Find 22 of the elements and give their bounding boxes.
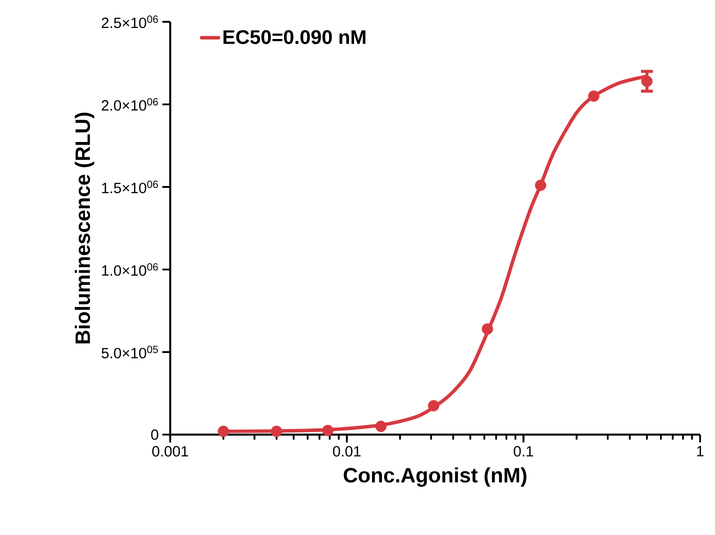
x-axis-title: Conc.Agonist (nM) <box>344 467 526 487</box>
point <box>641 76 653 88</box>
y-tick-label: 5.0×10$^{05}$ <box>102 346 158 358</box>
point <box>428 400 440 412</box>
point <box>322 424 334 436</box>
point <box>375 420 387 432</box>
x-tick-label: 0.1 <box>514 446 534 457</box>
point <box>218 426 230 438</box>
point <box>482 323 494 335</box>
y-tick-label: 1.5×10$^{06}$ <box>102 180 158 194</box>
x-tick-label: 1 <box>697 446 704 456</box>
y-axis-title: Bioluminescence (RLU) <box>74 112 94 344</box>
y-tick-label: 2.5×10$^{06}$ <box>102 16 158 28</box>
point <box>270 426 282 438</box>
y-tick-label: 0 <box>151 429 158 440</box>
x-tick-label: 0.01 <box>332 446 361 457</box>
y-tick-label: 2.0×10$^{06}$ <box>102 98 158 111</box>
point <box>588 90 600 102</box>
x-tick-label: 0.001 <box>152 446 188 457</box>
point <box>534 180 546 192</box>
legend-label: EC50=0.090 nM <box>224 30 366 44</box>
y-tick-label: 1.0×10$^{06}$ <box>102 263 158 276</box>
